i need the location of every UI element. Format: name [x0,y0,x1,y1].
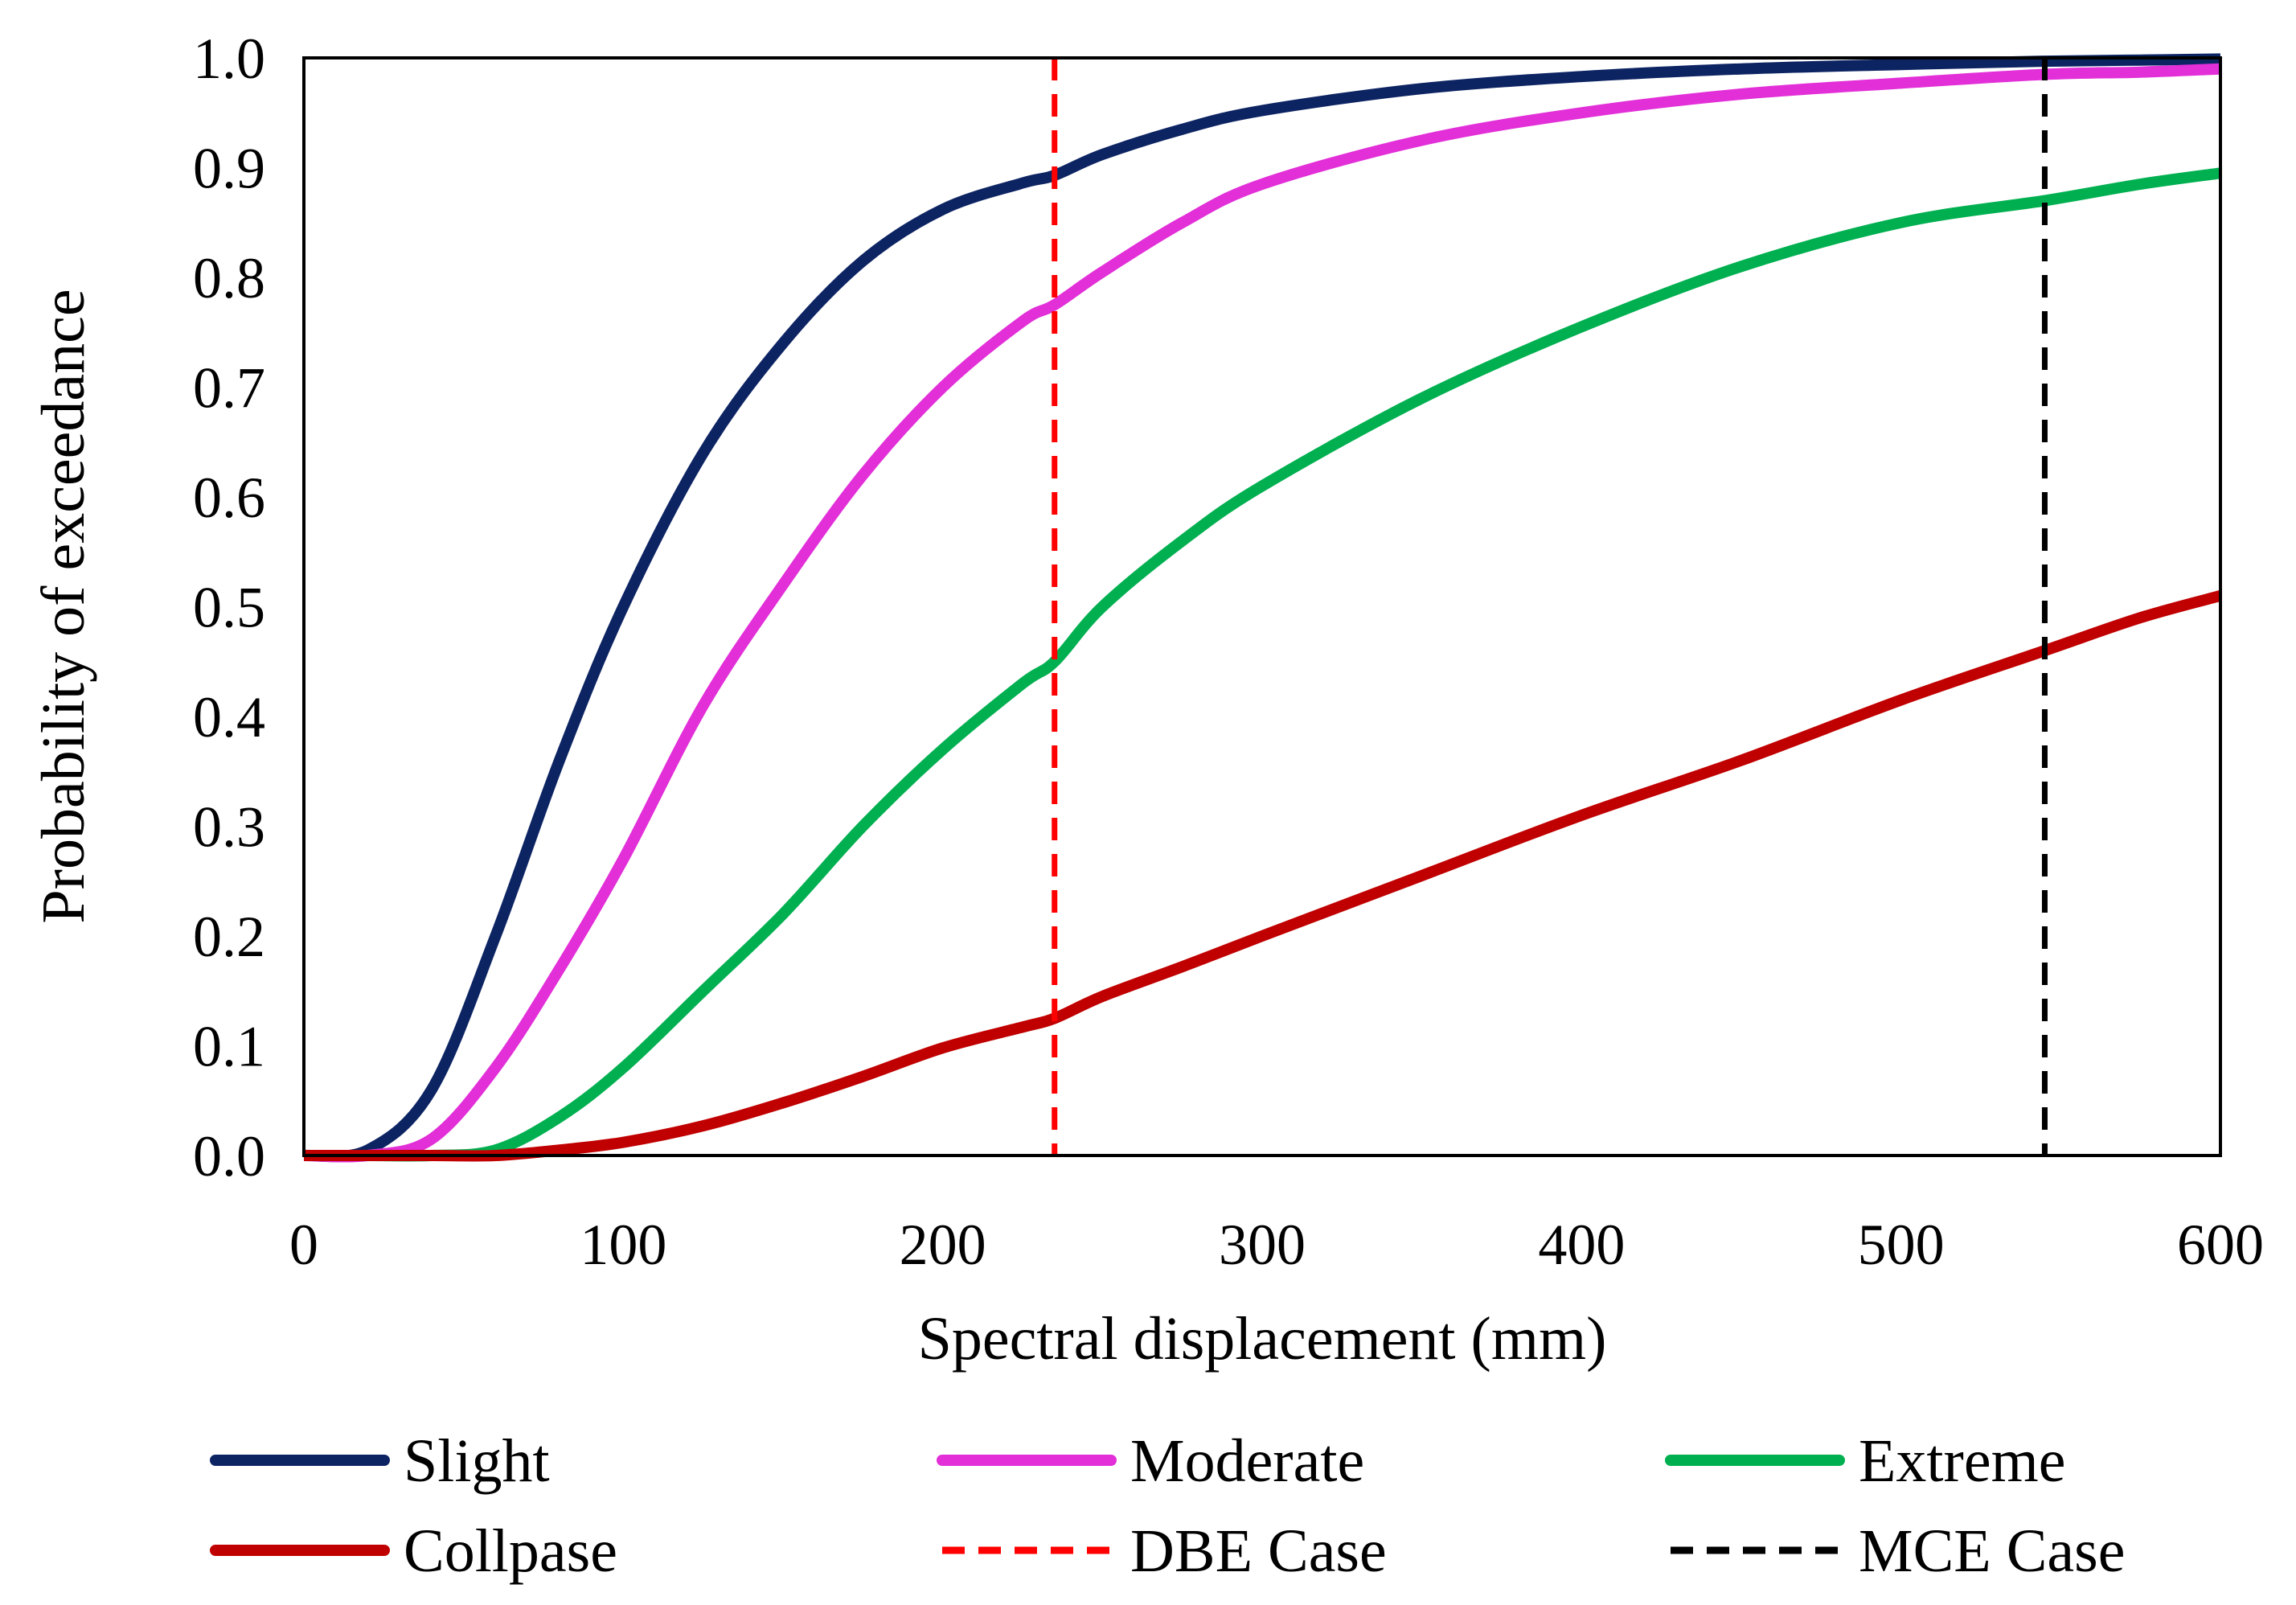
legend-label-collpase: Collpase [404,1517,617,1585]
series-line-extreme [304,167,2221,1162]
legend-label-dbe-case: DBE Case [1130,1517,1387,1585]
legend-item-mce-case: MCE Case [1671,1517,2125,1585]
y-tick-label: 0.4 [193,685,265,749]
plot-area-frame [302,56,2222,1157]
reference-lines [1052,58,2048,1156]
series-layer [303,53,2222,1163]
y-tick-label: 0.6 [193,466,265,530]
y-axis-ticks: 0.0 0.1 0.2 0.3 0.4 0.5 0.6 0.7 0.8 0.9 1.0 [193,27,265,1188]
legend: Slight Moderate Extreme Collpase DBE Case MCE… [210,1427,2125,1585]
series-line-moderate [303,63,2221,1163]
x-tick-label: 0 [289,1213,318,1277]
x-axis-ticks: 0 100 200 300 400 500 600 [289,1213,2264,1277]
series-line-slight [303,53,2221,1163]
legend-label-moderate: Moderate [1130,1427,1364,1495]
legend-label-extreme: Extreme [1859,1427,2065,1495]
x-tick-label: 100 [580,1213,666,1277]
legend-label-mce-case: MCE Case [1859,1517,2125,1585]
x-tick-label: 600 [2177,1213,2264,1277]
legend-label-slight: Slight [404,1427,550,1495]
legend-item-collpase: Collpase [210,1517,617,1585]
y-axis-title: Probability of exceedance [30,289,97,923]
y-tick-label: 1.0 [193,27,265,91]
y-tick-label: 0.5 [193,576,265,640]
series-line-collpase [304,590,2222,1162]
x-tick-label: 500 [1858,1213,1945,1277]
legend-item-slight: Slight [210,1427,550,1495]
legend-item-moderate: Moderate [937,1427,1364,1495]
y-tick-label: 0.9 [193,137,265,201]
y-tick-label: 0.1 [193,1015,265,1079]
x-tick-label: 400 [1538,1213,1625,1277]
x-tick-label: 200 [900,1213,986,1277]
y-tick-label: 0.0 [193,1124,265,1188]
legend-item-dbe-case: DBE Case [942,1517,1387,1585]
x-axis-title: Spectral displacement (mm) [918,1305,1607,1373]
y-tick-label: 0.8 [193,246,265,310]
y-tick-label: 0.2 [193,905,265,969]
x-tick-label: 300 [1219,1213,1306,1277]
y-tick-label: 0.3 [193,795,265,860]
legend-item-extreme: Extreme [1665,1427,2065,1495]
y-tick-label: 0.7 [193,356,265,421]
